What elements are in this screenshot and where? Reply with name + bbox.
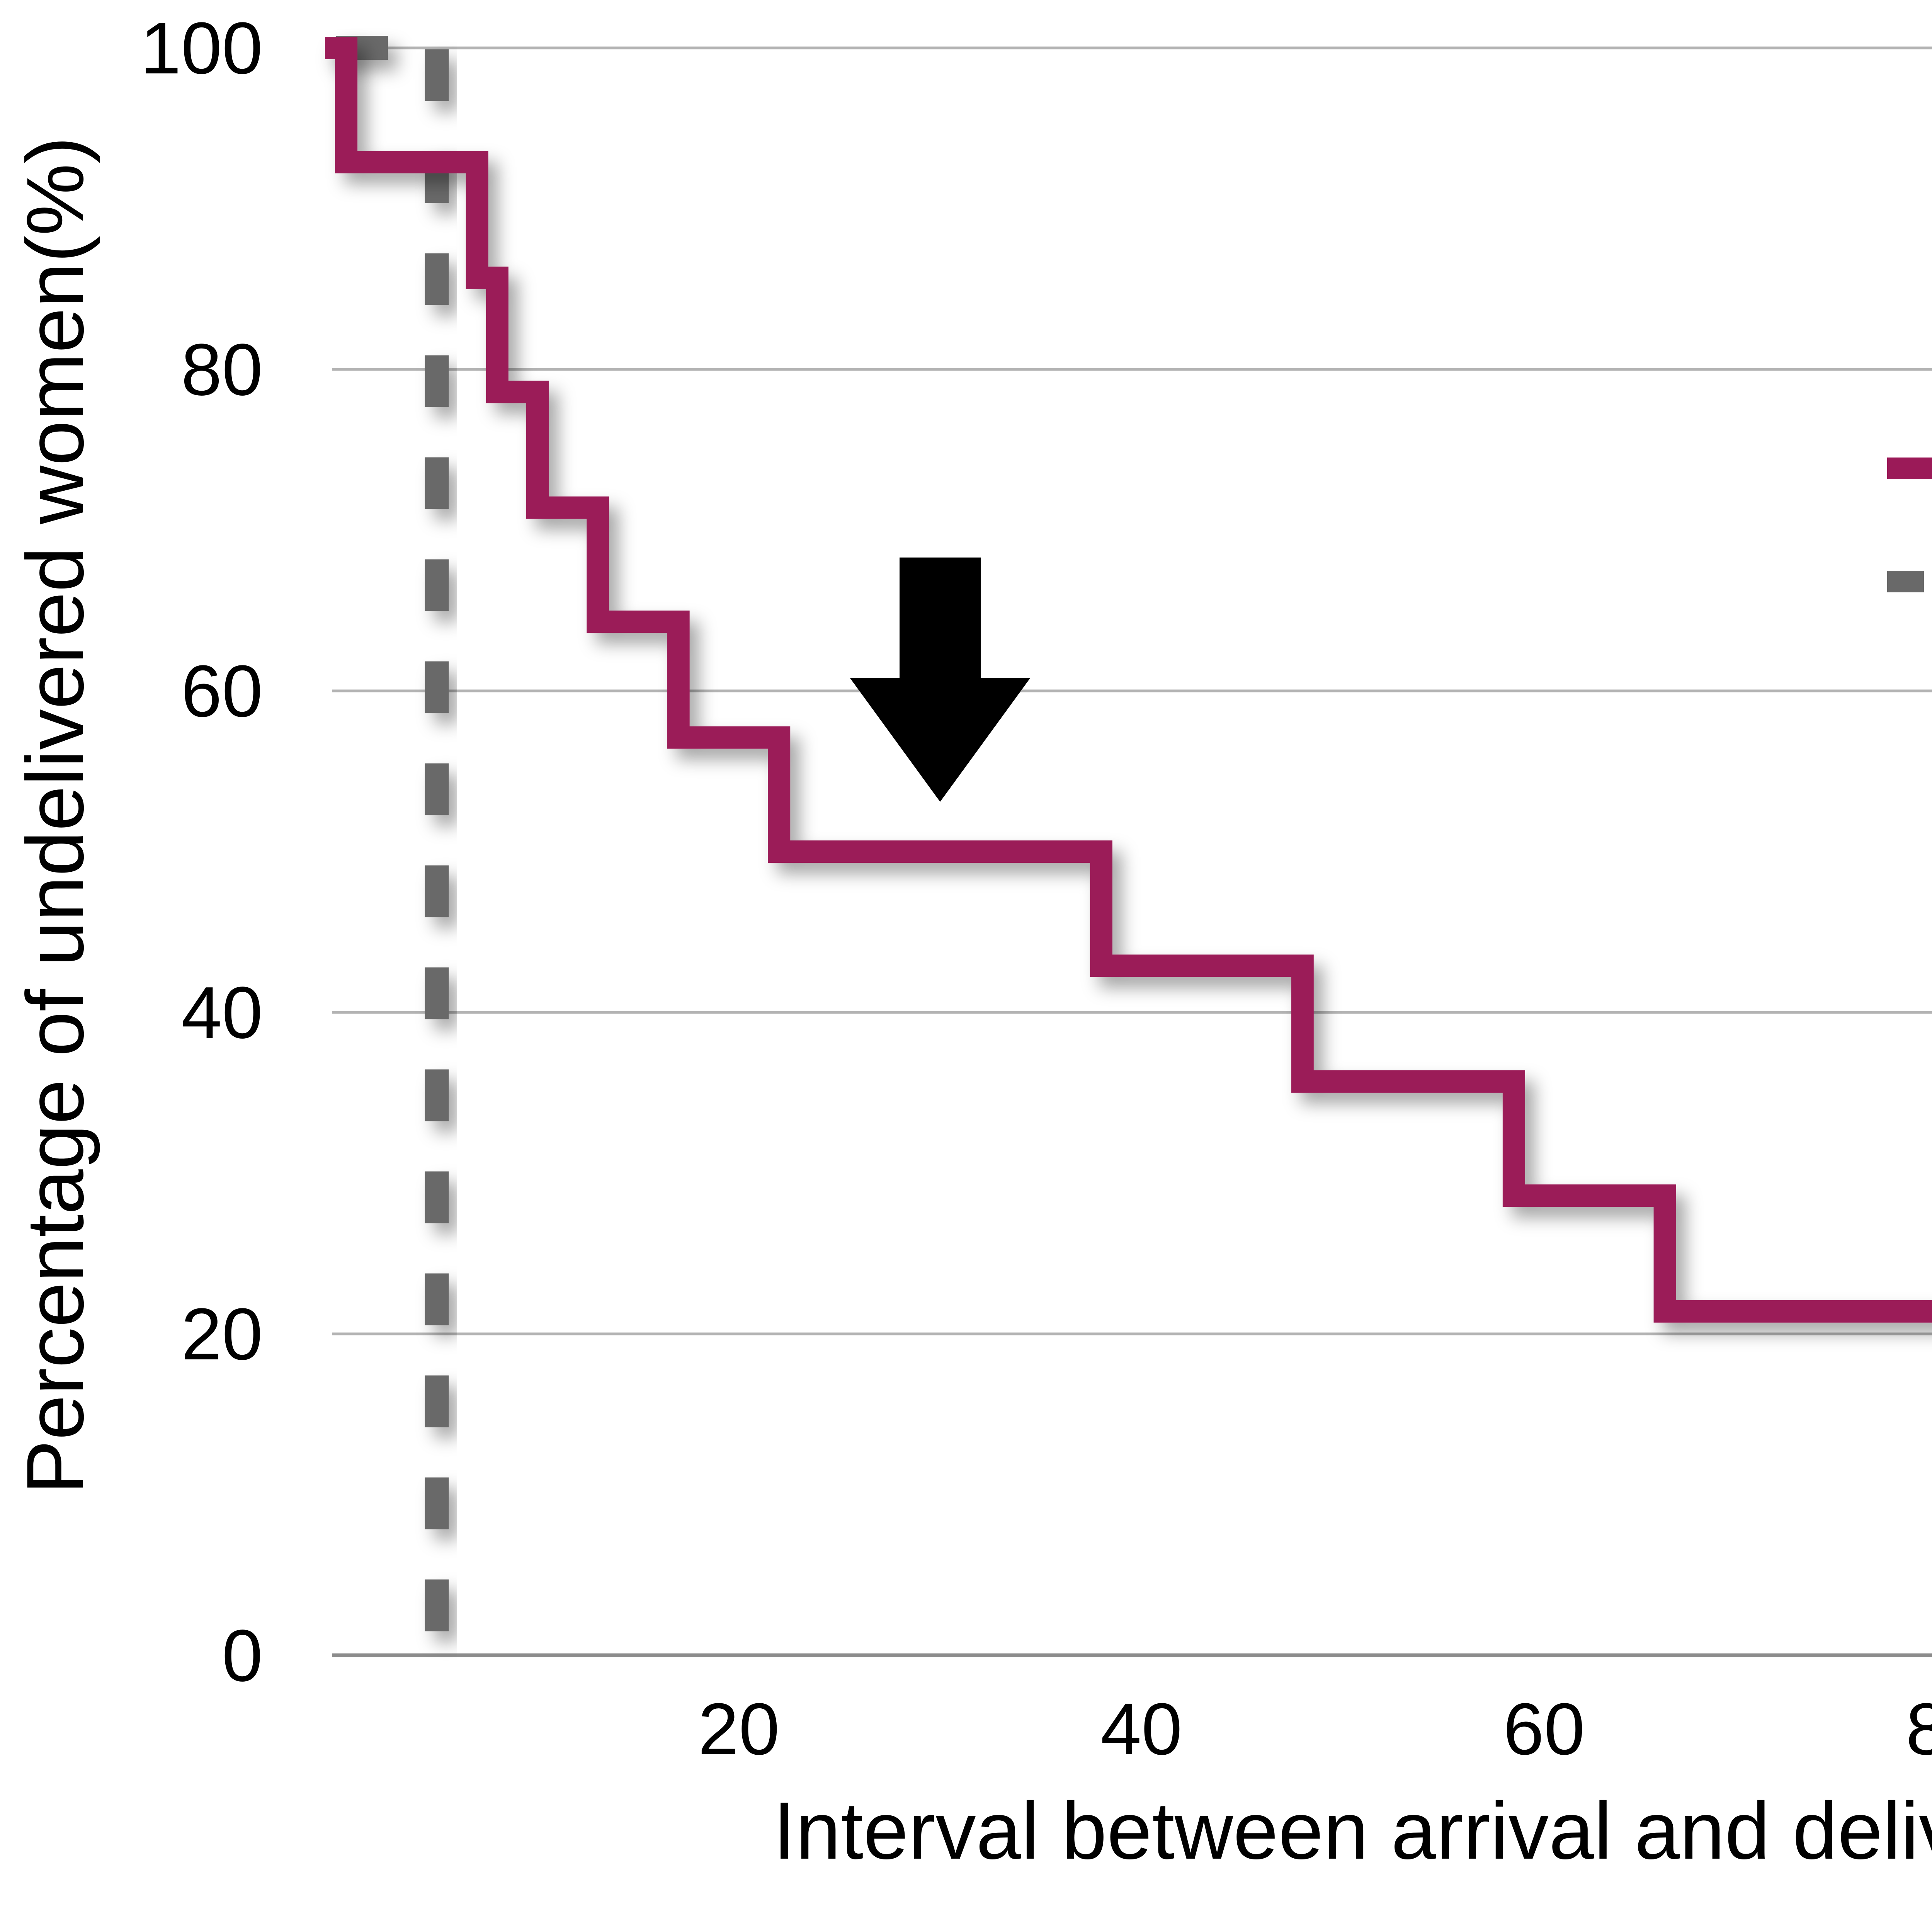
x-tick-label-20: 20 bbox=[698, 1688, 779, 1770]
median-pointer-arrow-icon bbox=[850, 557, 1030, 802]
y-tick-label-100: 100 bbox=[140, 7, 263, 89]
x-axis-title: Interval between arrival and delivery (D… bbox=[773, 1785, 1932, 1876]
cerclage-curve bbox=[325, 37, 1932, 1323]
annotation-layer bbox=[850, 557, 1030, 802]
y-tick-label-20: 20 bbox=[181, 1293, 263, 1375]
y-tick-label-80: 80 bbox=[181, 329, 263, 411]
x-tick-label-80: 80 bbox=[1906, 1688, 1932, 1770]
y-tick-label-60: 60 bbox=[181, 650, 263, 732]
x-tick-label-60: 60 bbox=[1503, 1688, 1585, 1770]
gridlines-layer bbox=[332, 46, 1932, 1657]
y-tick-label-40: 40 bbox=[181, 972, 263, 1054]
series-layer bbox=[325, 36, 1932, 1655]
y-tick-label-0: 0 bbox=[222, 1615, 263, 1697]
legend: Cerclage No cerclage bbox=[1887, 458, 1932, 592]
x-tick-label-40: 40 bbox=[1100, 1688, 1182, 1770]
y-axis-title: Percentage of undelivered women(%) bbox=[10, 136, 100, 1494]
no-cerclage-curve bbox=[336, 36, 449, 1655]
tick-labels-layer: 02040608010020406080100120 bbox=[140, 7, 1932, 1770]
legend-cerclage-swatch bbox=[1887, 458, 1932, 479]
